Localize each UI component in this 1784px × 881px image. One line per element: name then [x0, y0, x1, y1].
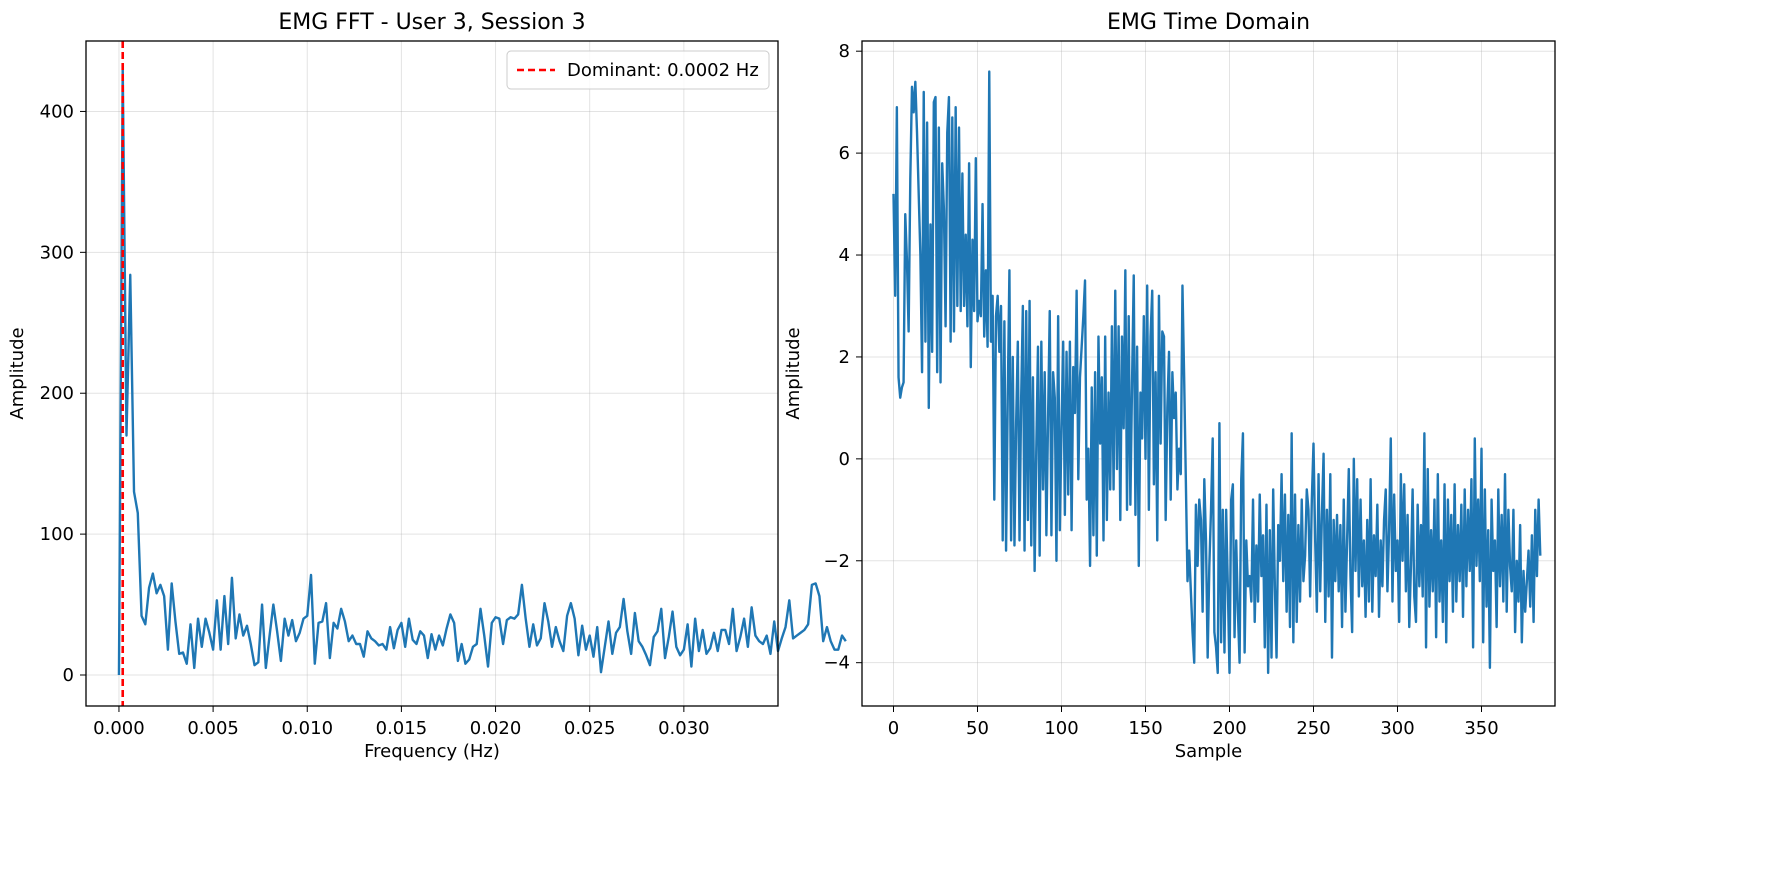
series-line: [892, 70, 1542, 675]
x-tick-label: 100: [1044, 718, 1078, 739]
x-tick-label: 0.020: [470, 718, 522, 739]
time-x-ticks: 0 50 100 150 200 250 300 350: [888, 706, 1499, 739]
fft-grid: [86, 41, 778, 706]
x-tick-label: 50: [966, 718, 989, 739]
x-tick-label: 250: [1296, 718, 1330, 739]
fft-x-axis-label: Frequency (Hz): [364, 741, 500, 762]
fft-y-axis-label: Amplitude: [7, 327, 28, 419]
axes-frame: [861, 40, 1556, 707]
time-grid: [862, 41, 1555, 706]
fft-chart-title: EMG FFT - User 3, Session 3: [278, 10, 585, 35]
time-chart-title: EMG Time Domain: [1107, 10, 1310, 35]
y-tick-label: 200: [40, 383, 74, 404]
y-tick-label: −2: [823, 551, 850, 572]
x-tick-label: 200: [1212, 718, 1246, 739]
y-tick-label: 300: [40, 242, 74, 263]
y-tick-label: 2: [839, 347, 850, 368]
time-domain-chart: EMG Time Domain Sample Amplitude 0 50 100 1…: [783, 10, 1556, 762]
x-tick-label: 300: [1380, 718, 1414, 739]
legend-entry-dominant: Dominant: 0.0002 Hz: [567, 60, 759, 81]
fft-y-ticks: 0 100 200 300 400: [40, 101, 86, 686]
x-tick-label: 350: [1464, 718, 1498, 739]
x-tick-label: 0.030: [658, 718, 710, 739]
x-tick-label: 0.015: [376, 718, 428, 739]
y-tick-label: 100: [40, 524, 74, 545]
time-plot-area: [861, 40, 1556, 707]
x-tick-label: 150: [1128, 718, 1162, 739]
y-tick-label: 0: [63, 665, 74, 686]
legend-box: [506, 50, 770, 90]
time-y-axis-label: Amplitude: [783, 327, 804, 419]
y-tick-label: 0: [839, 449, 850, 470]
y-tick-label: 8: [839, 41, 850, 62]
x-tick-label: 0.010: [281, 718, 333, 739]
y-tick-label: 6: [839, 143, 850, 164]
x-tick-label: 0.000: [93, 718, 145, 739]
x-tick-label: 0.025: [564, 718, 616, 739]
fft-x-ticks: 0.000 0.005 0.010 0.015 0.020 0.025 0.030: [93, 706, 710, 739]
time-y-ticks: −4 −2 0 2 4 6 8: [823, 41, 862, 674]
x-tick-label: 0.005: [187, 718, 239, 739]
fft-legend: Dominant: 0.0002 Hz: [506, 50, 770, 90]
y-tick-label: 4: [839, 245, 850, 266]
time-x-axis-label: Sample: [1175, 741, 1243, 762]
axes-frame: [85, 40, 779, 707]
y-tick-label: 400: [40, 101, 74, 122]
y-tick-label: −4: [823, 653, 850, 674]
x-tick-label: 0: [888, 718, 899, 739]
fft-plot-area: [85, 40, 847, 707]
fft-chart: EMG FFT - User 3, Session 3 Frequency (H…: [7, 10, 847, 762]
series-line: [117, 67, 847, 676]
